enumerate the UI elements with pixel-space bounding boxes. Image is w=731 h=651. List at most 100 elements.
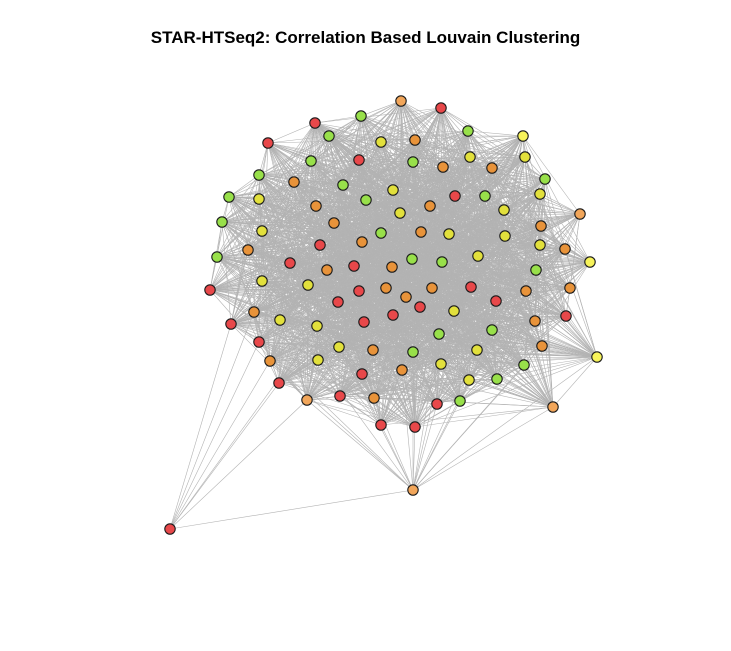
edge [169, 360, 271, 530]
edge [253, 311, 363, 375]
edge [339, 315, 567, 397]
network-node [431, 398, 443, 410]
network-node [407, 346, 419, 358]
edge [373, 364, 525, 399]
network-node [437, 161, 449, 173]
network-node [479, 190, 491, 202]
edge [269, 329, 493, 362]
network-node [301, 394, 313, 406]
edge [258, 167, 493, 176]
network-node [448, 305, 460, 317]
edge [317, 359, 403, 371]
network-node [274, 314, 286, 326]
network-node [591, 351, 603, 363]
edge [405, 296, 455, 312]
edge [258, 287, 387, 343]
network-node [465, 281, 477, 293]
network-node [396, 364, 408, 376]
edge [339, 364, 525, 397]
edge [278, 382, 461, 402]
edge [221, 195, 456, 223]
edge [339, 395, 416, 428]
edge [522, 135, 591, 263]
edge [412, 363, 442, 491]
network-node [407, 156, 419, 168]
edge [306, 346, 340, 401]
edge [380, 379, 470, 426]
edge [412, 426, 416, 491]
edge [307, 284, 387, 289]
edge [525, 290, 567, 317]
network-node [358, 316, 370, 328]
edge [440, 349, 478, 365]
network-node [490, 295, 502, 307]
edge [436, 364, 525, 405]
edge [169, 399, 308, 530]
edge [269, 360, 363, 375]
network-node [454, 395, 466, 407]
edge [269, 360, 308, 401]
edge [491, 167, 546, 180]
edge [230, 323, 598, 358]
edge [339, 314, 394, 397]
edge [209, 289, 394, 316]
network-node [386, 261, 398, 273]
edge [293, 178, 546, 183]
node-layer [164, 95, 603, 535]
network-node [520, 285, 532, 297]
edge [169, 341, 260, 530]
edge [247, 249, 340, 348]
edge [338, 346, 414, 491]
edge [258, 174, 546, 180]
edge [328, 135, 416, 141]
network-node [559, 243, 571, 255]
plot-title: STAR-HTSeq2: Correlation Based Louvain C… [150, 28, 581, 47]
network-node [216, 216, 228, 228]
edge [467, 130, 524, 137]
edge [363, 296, 407, 323]
network-node [536, 340, 548, 352]
network-node [463, 374, 475, 386]
network-node [414, 301, 426, 313]
network-node [256, 275, 268, 287]
network-node [334, 390, 346, 402]
edge [360, 100, 402, 117]
edge [525, 290, 598, 358]
edge [468, 379, 554, 408]
edge [258, 341, 375, 399]
edge [392, 189, 541, 195]
network-node [560, 310, 572, 322]
edge [361, 241, 455, 312]
edge [216, 255, 479, 258]
edge [319, 244, 479, 257]
edge [169, 325, 318, 530]
edge [247, 232, 382, 251]
edge [358, 159, 414, 163]
edge [523, 364, 554, 408]
network-node [380, 282, 392, 294]
edge [310, 141, 382, 162]
edge [230, 296, 407, 325]
edge [338, 346, 403, 371]
edge [209, 198, 260, 291]
edge [412, 306, 421, 353]
edge [339, 310, 455, 397]
network-node [356, 236, 368, 248]
edge [258, 341, 554, 408]
edge [429, 205, 506, 237]
edge [317, 296, 407, 361]
network-node [337, 179, 349, 191]
edge [306, 399, 416, 428]
edge [440, 356, 598, 365]
edge [316, 325, 375, 399]
edge [317, 329, 493, 361]
edge [339, 395, 382, 426]
network-node [499, 230, 511, 242]
edge [216, 241, 363, 258]
edge [338, 346, 478, 351]
edge [289, 244, 541, 264]
edge [216, 256, 443, 263]
edge [315, 205, 401, 214]
edge [316, 287, 387, 327]
edge [337, 301, 416, 428]
